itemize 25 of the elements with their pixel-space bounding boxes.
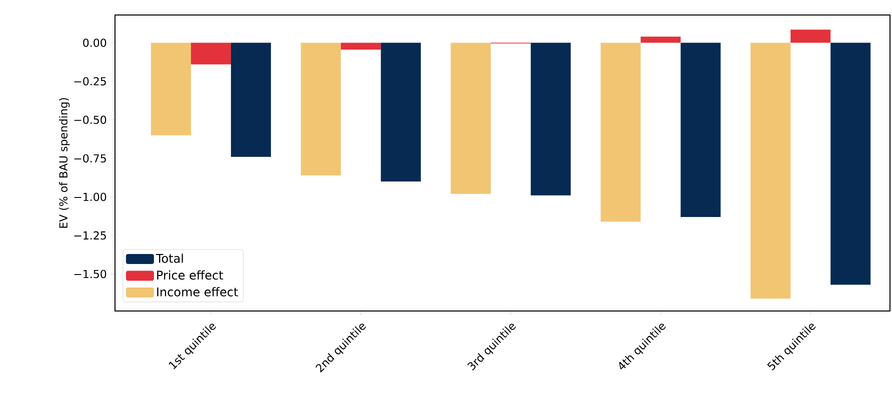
- bar: [300, 42, 341, 176]
- y-axis-title: EV (% of BAU spending): [58, 98, 70, 228]
- legend-label: Income effect: [157, 287, 238, 296]
- bar: [640, 36, 681, 43]
- legend-label: Price effect: [157, 270, 224, 280]
- bar: [230, 42, 271, 157]
- bar: [680, 42, 721, 217]
- y-tick-label: −0.75: [74, 154, 106, 163]
- bar: [790, 30, 831, 43]
- bar: [600, 42, 641, 222]
- bar: [190, 42, 231, 64]
- bar: [450, 42, 491, 194]
- y-tick-label: −1.25: [74, 231, 106, 240]
- y-tick-label: −0.50: [74, 116, 106, 124]
- bar: [340, 42, 381, 50]
- bar: [530, 42, 571, 196]
- legend-label: Total: [156, 254, 183, 263]
- bar: [150, 42, 191, 136]
- y-tick-label: 0.00: [83, 38, 106, 47]
- y-tick-label: −1.50: [74, 270, 106, 278]
- bar: [380, 42, 421, 182]
- y-tick-label: −1.00: [74, 192, 106, 202]
- bar: [830, 42, 871, 285]
- y-tick-label: −0.25: [74, 77, 106, 86]
- bar: [750, 42, 791, 299]
